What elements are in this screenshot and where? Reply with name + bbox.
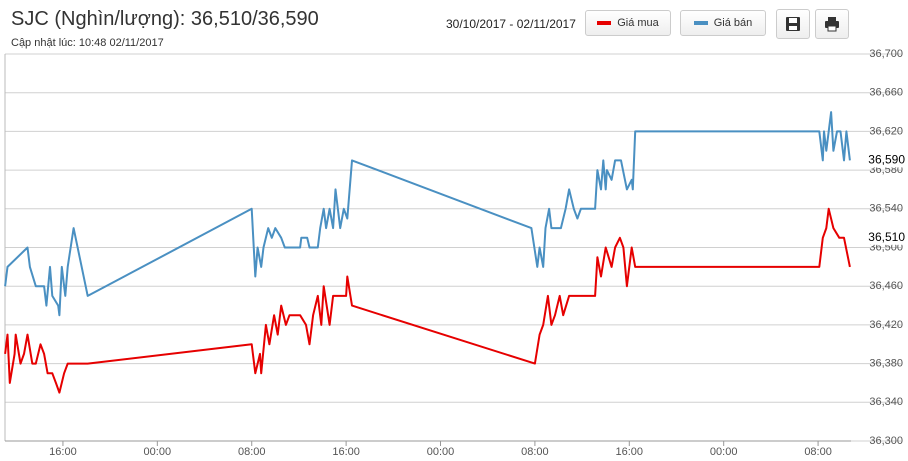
x-tick-label: 00:00: [144, 446, 172, 458]
legend-swatch: [597, 21, 612, 25]
y-tick-label: 36,660: [869, 87, 903, 99]
legend-button[interactable]: Giá bán: [680, 10, 766, 36]
x-tick-label: 08:00: [238, 446, 266, 458]
last-value-label: 36,590: [868, 153, 905, 167]
x-tick-label: 08:00: [521, 446, 549, 458]
chart-subtitle: Cập nhật lúc: 10:48 02/11/2017: [11, 37, 164, 49]
chart-title: SJC (Nghìn/lượng): 36,510/36,590: [11, 8, 319, 30]
price-line: [4, 207, 851, 394]
y-tick-label: 36,380: [869, 358, 903, 370]
legend-label: Giá bán: [713, 17, 753, 29]
x-tick-label: 08:00: [804, 446, 832, 458]
legend-swatch: [693, 21, 708, 25]
last-label-bg: [858, 230, 906, 245]
y-tick-label: 36,700: [869, 48, 903, 60]
legend-button[interactable]: Giá mua: [585, 10, 671, 36]
save-icon: [786, 17, 800, 31]
last-label-bg: [858, 153, 906, 168]
last-value-label: 36,510: [868, 230, 905, 244]
y-tick-label: 36,540: [869, 203, 903, 215]
y-tick-label: 36,460: [869, 280, 903, 292]
legend-label: Giá mua: [617, 17, 659, 29]
price-line: [4, 111, 851, 317]
print-icon: [825, 17, 839, 32]
x-tick-label: 00:00: [710, 446, 738, 458]
print-button[interactable]: [815, 9, 849, 39]
y-tick-label: 36,300: [869, 435, 903, 447]
x-tick-label: 16:00: [616, 446, 644, 458]
save-button[interactable]: [776, 9, 810, 39]
x-tick-label: 16:00: [49, 446, 77, 458]
y-tick-label: 36,340: [869, 396, 903, 408]
x-tick-label: 00:00: [427, 446, 455, 458]
date-range: 30/10/2017 - 02/11/2017: [446, 17, 576, 31]
x-tick-label: 16:00: [332, 446, 360, 458]
y-tick-label: 36,620: [869, 125, 903, 137]
y-tick-label: 36,420: [869, 319, 903, 331]
